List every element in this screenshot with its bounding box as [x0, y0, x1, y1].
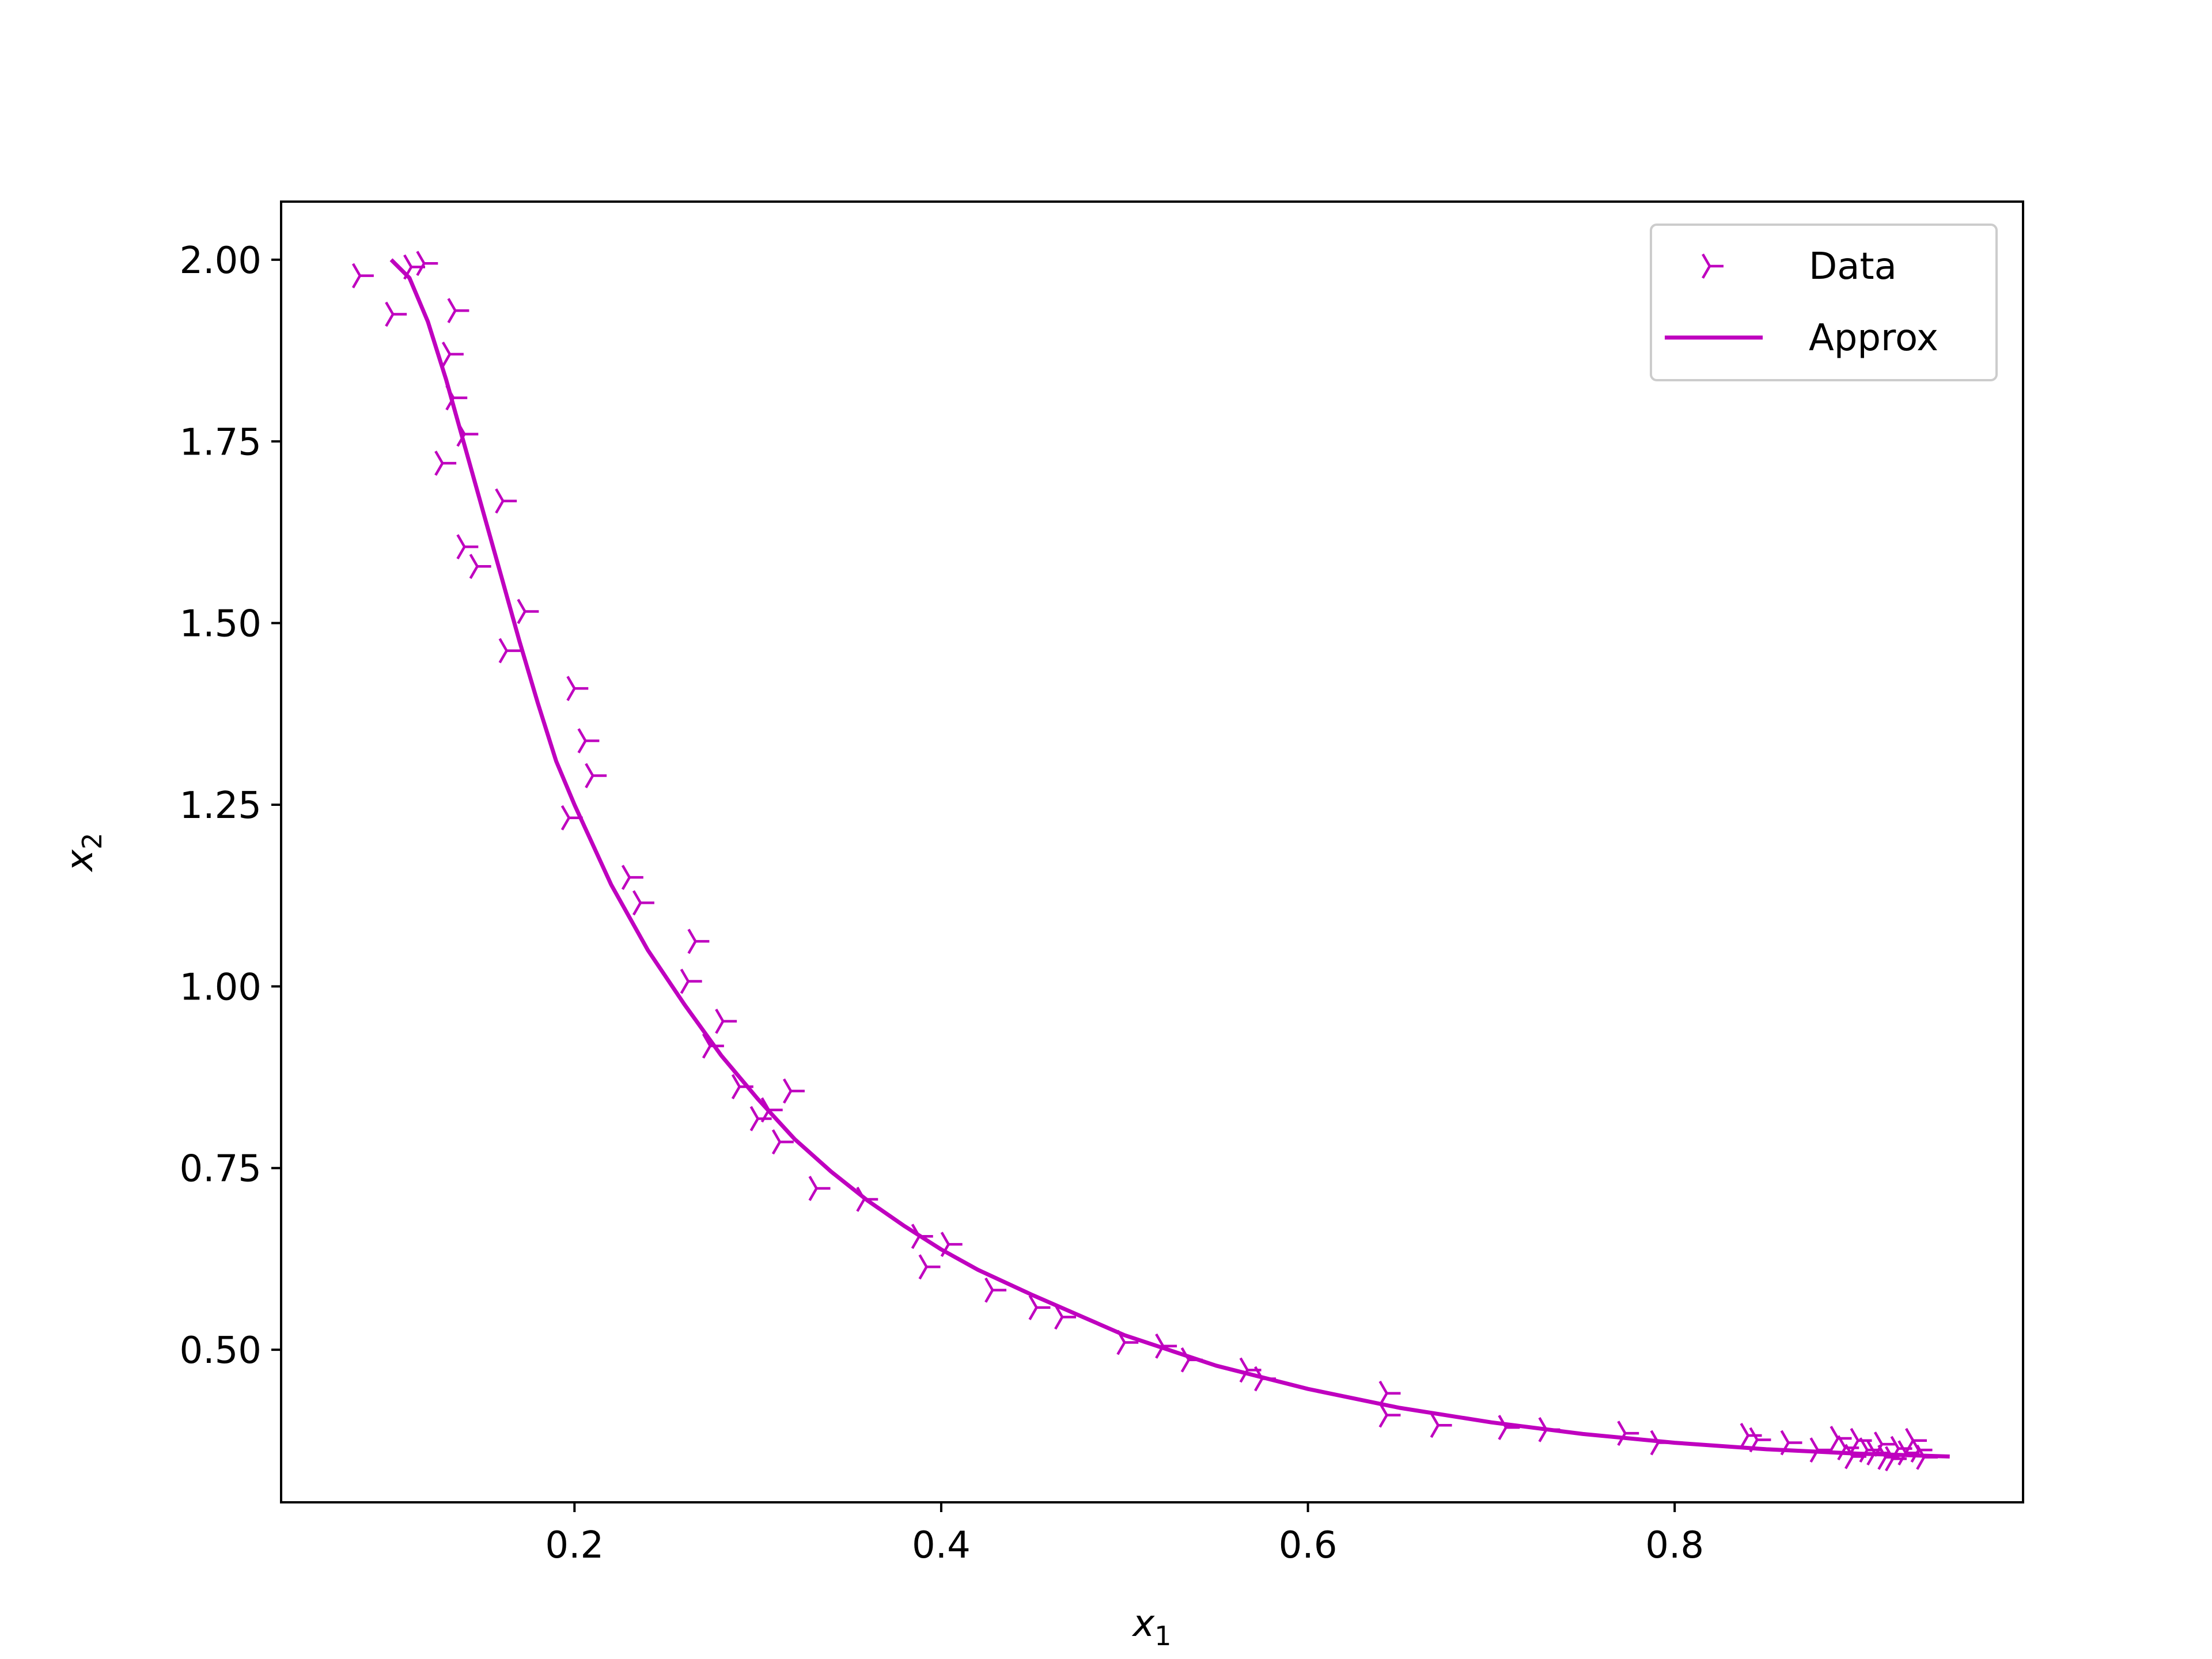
- data-point: [702, 1033, 724, 1059]
- data-point: [1378, 1402, 1401, 1428]
- y-tick-label: 0.75: [180, 1148, 262, 1191]
- data-point: [560, 805, 583, 831]
- data-point: [566, 676, 589, 702]
- data-point: [517, 599, 539, 624]
- axes-frame: [280, 200, 2024, 1503]
- data-point: [385, 301, 407, 327]
- data-point: [456, 534, 479, 560]
- y-tick-label: 1.75: [180, 421, 262, 464]
- data-point: [715, 1009, 737, 1034]
- x-axis-label-main: x: [1131, 1603, 1155, 1645]
- data-point: [808, 1176, 831, 1201]
- data-point: [1116, 1330, 1139, 1355]
- y-axis-label-subscript: 2: [77, 832, 108, 849]
- data-point: [621, 865, 643, 891]
- y-tick-label: 1.25: [180, 785, 262, 827]
- x-tick-label: 0.8: [1645, 1524, 1704, 1567]
- data-point: [1780, 1430, 1802, 1456]
- data-point: [1916, 1444, 1938, 1470]
- data-point: [984, 1277, 1007, 1303]
- data-point: [1155, 1333, 1177, 1359]
- x-axis: 0.2 0.4 0.6 0.8: [545, 1502, 1704, 1567]
- data-point: [445, 385, 468, 411]
- y-axis: 0.50 0.75 1.00 1.25 1.50 1.75 2.00: [180, 240, 281, 1372]
- data-point: [911, 1224, 933, 1249]
- data-point: [632, 890, 654, 916]
- data-point: [1498, 1415, 1520, 1440]
- y-tick-label: 0.50: [180, 1330, 262, 1372]
- approx-line: [389, 258, 1950, 1459]
- y-tick-label: 1.50: [180, 603, 262, 646]
- x-tick-label: 0.6: [1279, 1524, 1338, 1567]
- data-point: [1180, 1347, 1203, 1373]
- data-point: [856, 1187, 878, 1212]
- data-point: [918, 1254, 941, 1280]
- y-axis-label: x2: [59, 832, 108, 872]
- data-point: [782, 1078, 805, 1104]
- data-point: [498, 638, 521, 664]
- legend-marker-data: [1702, 253, 1724, 279]
- data-point: [1054, 1304, 1077, 1330]
- x-axis-label: x1: [1131, 1603, 1171, 1652]
- y-tick-label: 2.00: [180, 240, 262, 282]
- data-point: [1617, 1421, 1639, 1446]
- legend-label-data: Data: [1809, 245, 1897, 288]
- legend-label-approx: Approx: [1809, 317, 1938, 359]
- data-point: [1538, 1416, 1560, 1442]
- data-point: [1809, 1437, 1832, 1463]
- data-point: [469, 554, 491, 579]
- data-point: [1028, 1295, 1051, 1320]
- data-point: [680, 968, 702, 994]
- data-point: [1749, 1427, 1771, 1453]
- legend-box: [1650, 224, 1998, 381]
- data-point: [731, 1074, 753, 1100]
- data-point: [1873, 1431, 1896, 1457]
- data-point: [441, 341, 464, 367]
- data-point: [577, 728, 600, 753]
- data-point: [771, 1129, 794, 1155]
- data-point: [940, 1232, 963, 1257]
- data-point: [1650, 1430, 1672, 1456]
- data-point: [1239, 1357, 1262, 1383]
- data-point: [456, 421, 479, 447]
- data-point: [434, 450, 457, 476]
- data-point: [351, 263, 374, 289]
- data-point: [495, 488, 517, 514]
- legend: Data Approx: [1650, 224, 1998, 381]
- plot-area: [351, 251, 1950, 1472]
- data-point: [447, 298, 469, 324]
- data-point: [760, 1097, 783, 1123]
- data-point: [1430, 1412, 1452, 1438]
- y-tick-label: 1.00: [180, 966, 262, 1009]
- data-point: [585, 763, 607, 789]
- data-point: [416, 251, 438, 276]
- data-point: [1254, 1366, 1276, 1392]
- x-tick-label: 0.4: [912, 1524, 971, 1567]
- data-point: [687, 929, 710, 955]
- x-axis-label-subscript: 1: [1154, 1620, 1171, 1652]
- data-point: [1885, 1446, 1907, 1472]
- legend-marker-symbol: [1702, 253, 1724, 279]
- y-axis-label-main: x: [59, 849, 101, 873]
- x-tick-label: 0.2: [545, 1524, 604, 1567]
